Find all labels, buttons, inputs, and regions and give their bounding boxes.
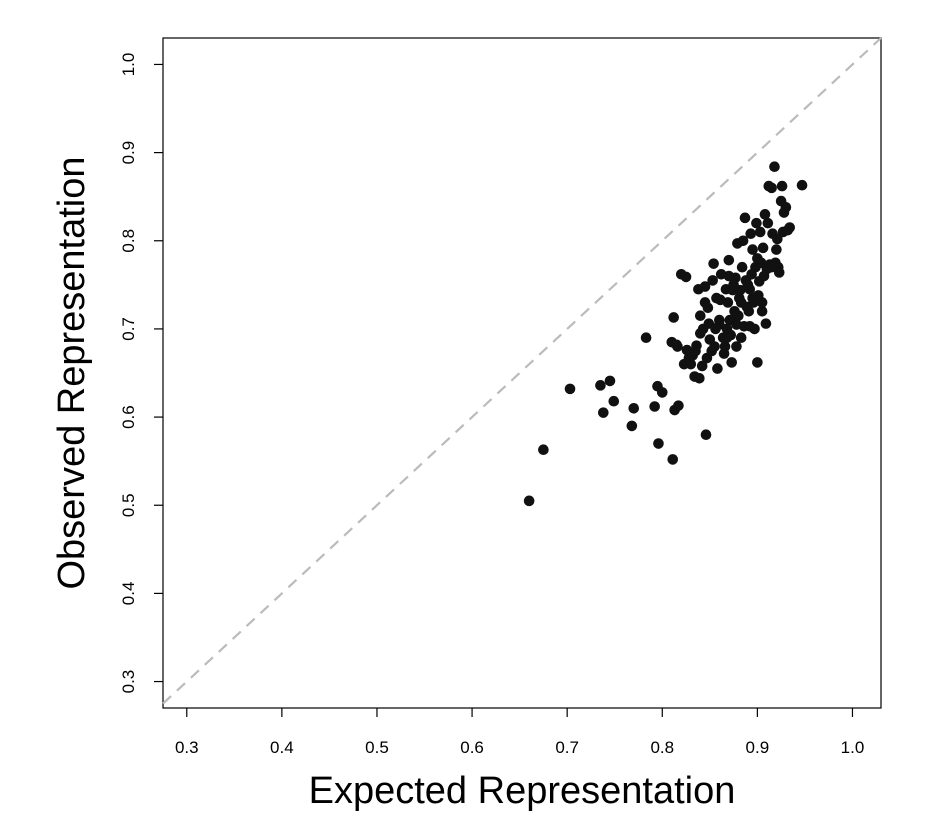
data-point — [776, 180, 788, 192]
data-point — [598, 407, 609, 418]
data-point — [700, 429, 712, 441]
y-tick-label: 0.3 — [119, 670, 138, 694]
data-point — [780, 201, 792, 213]
y-tick-label: 0.9 — [119, 141, 138, 165]
data-point — [734, 284, 746, 296]
data-point — [754, 226, 766, 238]
data-point — [604, 375, 616, 387]
data-point — [690, 345, 701, 357]
data-point — [723, 254, 735, 266]
data-point — [696, 360, 708, 372]
x-tick-label: 0.5 — [365, 738, 389, 757]
data-points — [523, 161, 808, 507]
data-point — [680, 271, 692, 283]
data-point — [608, 395, 620, 407]
data-point — [756, 297, 768, 308]
data-point — [749, 323, 760, 335]
y-tick-label: 0.8 — [119, 229, 138, 253]
data-point — [595, 380, 606, 391]
data-point — [667, 454, 679, 465]
data-point — [640, 332, 652, 344]
data-point — [714, 319, 725, 330]
data-point — [712, 363, 723, 374]
x-tick-label: 1.0 — [841, 738, 865, 757]
data-point — [564, 383, 576, 395]
plot-frame — [162, 37, 882, 709]
data-point — [699, 281, 711, 292]
data-point — [766, 261, 777, 273]
data-point — [756, 305, 768, 317]
x-tick-label: 0.3 — [175, 738, 199, 757]
data-point — [743, 305, 755, 317]
data-point — [653, 438, 664, 449]
data-point — [747, 244, 758, 255]
data-point — [773, 267, 785, 278]
data-point — [752, 357, 763, 368]
y-tick-label: 1.0 — [119, 53, 138, 77]
data-point — [719, 341, 731, 352]
data-point — [649, 401, 660, 412]
data-point — [726, 357, 737, 368]
data-point — [694, 372, 705, 384]
data-point — [708, 258, 719, 269]
y-tick-label: 0.4 — [119, 582, 138, 606]
data-point — [759, 209, 771, 220]
data-point — [673, 400, 684, 411]
data-point — [671, 339, 682, 351]
data-point — [771, 244, 782, 255]
data-point — [747, 292, 758, 304]
data-point — [695, 328, 706, 339]
x-tick-label: 0.7 — [555, 738, 579, 757]
data-point — [772, 233, 783, 245]
y-axis-title: Observed Representation — [51, 156, 93, 589]
data-point — [796, 179, 808, 191]
data-point — [735, 332, 747, 344]
data-point — [739, 212, 751, 224]
data-point — [745, 228, 757, 240]
x-tick-label: 0.8 — [650, 738, 674, 757]
data-point — [709, 341, 720, 352]
data-point — [751, 217, 762, 229]
data-point — [721, 332, 733, 344]
data-point — [731, 341, 742, 352]
data-point — [733, 310, 744, 321]
data-point — [769, 161, 780, 173]
data-point — [538, 444, 549, 455]
x-tick-label: 0.6 — [460, 738, 484, 757]
x-axis: 0.3 0.4 0.5 0.6 0.7 0.8 0.9 1.0 — [175, 708, 864, 757]
data-point — [752, 253, 763, 264]
data-point — [695, 310, 706, 321]
data-point — [766, 182, 777, 194]
data-point — [744, 283, 756, 295]
x-tick-label: 0.9 — [746, 738, 770, 757]
data-point — [685, 358, 697, 370]
data-point — [762, 217, 774, 229]
identity-line — [162, 37, 882, 705]
data-point — [668, 312, 679, 323]
y-tick-label: 0.7 — [119, 317, 138, 341]
data-point — [723, 270, 735, 282]
data-point — [626, 420, 638, 432]
data-point — [722, 297, 734, 308]
data-point — [702, 302, 714, 314]
data-point — [628, 402, 640, 414]
data-point — [523, 495, 535, 507]
data-point — [656, 387, 668, 398]
data-point — [757, 242, 769, 254]
y-axis: 0.3 0.4 0.5 0.6 0.7 0.8 0.9 1.0 — [119, 53, 163, 694]
y-tick-label: 0.6 — [119, 405, 138, 429]
x-axis-title: Expected Representation — [309, 770, 736, 812]
y-tick-label: 0.5 — [119, 493, 138, 517]
data-point — [760, 318, 772, 329]
data-point — [784, 222, 796, 233]
x-tick-label: 0.4 — [270, 738, 294, 757]
data-point — [736, 261, 748, 273]
data-point — [731, 319, 742, 330]
data-point — [707, 275, 718, 286]
data-point — [737, 235, 749, 247]
